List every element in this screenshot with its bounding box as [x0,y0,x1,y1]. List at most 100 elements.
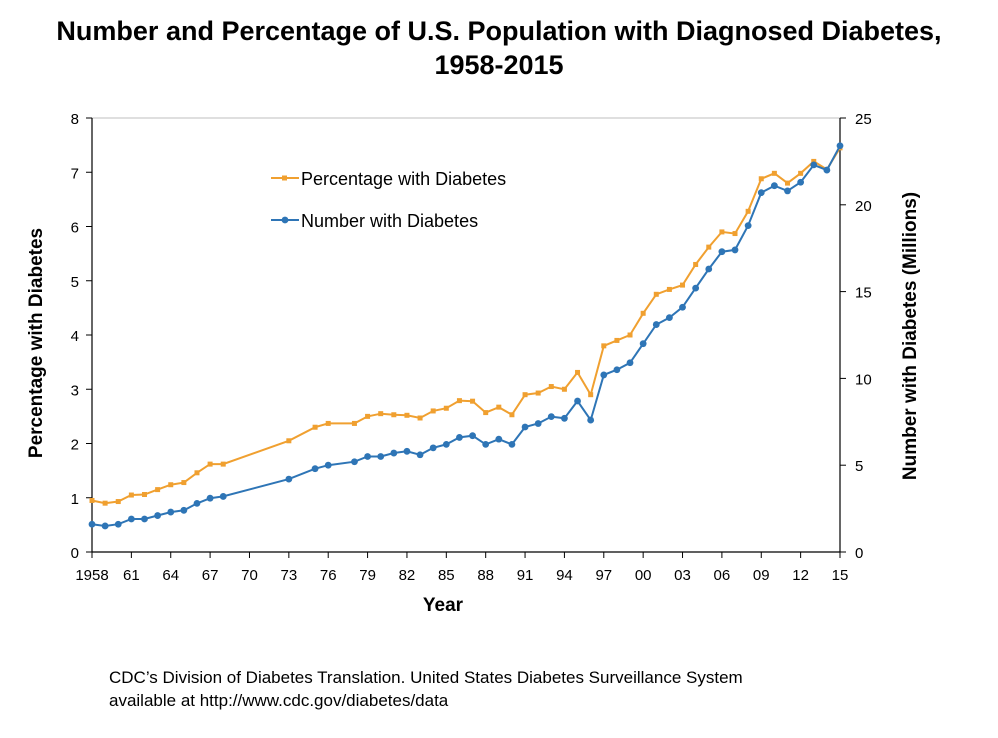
data-point-percentage [706,244,712,250]
data-point-number [534,420,542,427]
data-point-number [206,494,214,502]
series-number-line [91,145,841,528]
right-y-tick-label: 15 [855,285,872,302]
left-y-axis-ticks: 0 1 2 3 4 5 6 7 8 [71,111,92,562]
data-point-number [429,444,437,452]
data-point-number [324,461,332,469]
data-point-percentage [102,500,108,506]
data-point-percentage [732,231,738,237]
data-point-number [679,303,686,311]
data-point-percentage [430,408,436,414]
data-point-number [652,321,660,328]
data-point-percentage [496,404,502,410]
data-point-percentage [575,369,581,375]
data-point-percentage [155,487,161,493]
data-point-number [377,453,385,460]
data-point-percentage [286,438,292,444]
data-point-percentage [666,286,672,292]
data-point-number [508,440,516,448]
right-y-tick-label: 0 [855,545,863,562]
data-point-percentage [640,310,646,316]
right-y-axis-ticks: 0 5 10 15 20 25 [840,111,872,562]
left-y-tick-label: 3 [71,382,79,399]
data-point-percentage [811,158,817,164]
data-point-number [810,161,818,169]
x-axis-label: Year [423,595,464,616]
left-y-tick-label: 7 [71,165,79,182]
data-point-number [469,432,476,440]
right-y-tick-label: 5 [855,458,863,475]
right-y-axis-label: Number with Diabetes (Millions) [900,192,921,480]
data-point-number [219,493,227,500]
data-point-percentage [785,180,791,186]
data-point-number [285,475,293,483]
x-tick-label: 61 [123,567,140,584]
data-point-number [836,142,844,150]
x-tick-label: 76 [320,567,337,584]
left-y-tick-label: 0 [71,545,79,562]
data-point-number [416,451,424,459]
data-point-percentage [601,343,607,349]
data-point-number [587,416,595,424]
legend: Percentage with Diabetes Number with Diab… [271,169,506,231]
data-point-percentage [417,415,423,421]
data-point-percentage [693,261,699,267]
data-point-percentage [391,412,397,418]
x-tick-label: 97 [595,567,612,584]
data-point-percentage [312,424,318,430]
data-point-number [547,413,555,420]
data-point-percentage [614,337,620,343]
data-point-percentage [378,411,384,417]
x-tick-label: 70 [241,567,258,584]
x-tick-label: 82 [399,567,416,584]
data-point-percentage [443,405,449,411]
data-point-percentage [680,282,686,288]
left-y-tick-label: 4 [71,328,79,345]
data-point-percentage [470,398,476,404]
legend-swatch-marker [281,216,289,224]
data-point-number [705,265,713,273]
chart-title: Number and Percentage of U.S. Population… [0,14,998,82]
data-point-percentage [653,291,659,297]
data-point-percentage [588,392,594,398]
data-point-percentage [89,497,95,503]
data-point-number [127,515,135,523]
data-point-percentage [535,390,541,396]
legend-swatch-marker [282,175,287,181]
data-point-number [521,423,529,431]
data-point-number [639,340,647,348]
data-point-percentage [141,491,147,497]
legend-item-percentage: Percentage with Diabetes [271,169,506,189]
x-tick-label: 67 [202,567,219,584]
data-point-number [311,465,319,473]
data-point-number [154,512,162,519]
x-tick-label: 09 [753,567,770,584]
data-point-number [114,520,122,528]
x-tick-label: 73 [280,567,297,584]
data-point-percentage [128,492,134,498]
data-point-number [600,371,608,379]
data-point-number [495,435,503,443]
data-point-percentage [771,170,777,176]
data-point-percentage [627,332,633,338]
left-y-tick-label: 5 [71,274,79,291]
data-point-number [561,414,568,422]
source-citation: CDC’s Division of Diabetes Translation. … [109,666,743,712]
data-point-percentage [548,384,554,390]
x-tick-label: 00 [635,567,652,584]
data-point-percentage [115,499,121,505]
series-number [88,142,844,530]
x-axis-ticks: 1958 61 64 67 70 73 76 79 82 85 88 91 94 97 00 03 06 09 12… [75,552,848,584]
data-point-percentage [745,208,751,214]
data-point-percentage [719,229,725,235]
data-point-number [364,453,371,460]
left-y-tick-label: 6 [71,220,79,237]
data-point-number [784,187,791,195]
left-y-axis-label: Percentage with Diabetes [26,228,47,458]
data-point-number [574,397,581,405]
data-point-percentage [522,392,528,398]
data-point-number [718,248,726,256]
data-point-number [180,506,188,514]
source-line-1: CDC’s Division of Diabetes Translation. … [109,668,743,687]
